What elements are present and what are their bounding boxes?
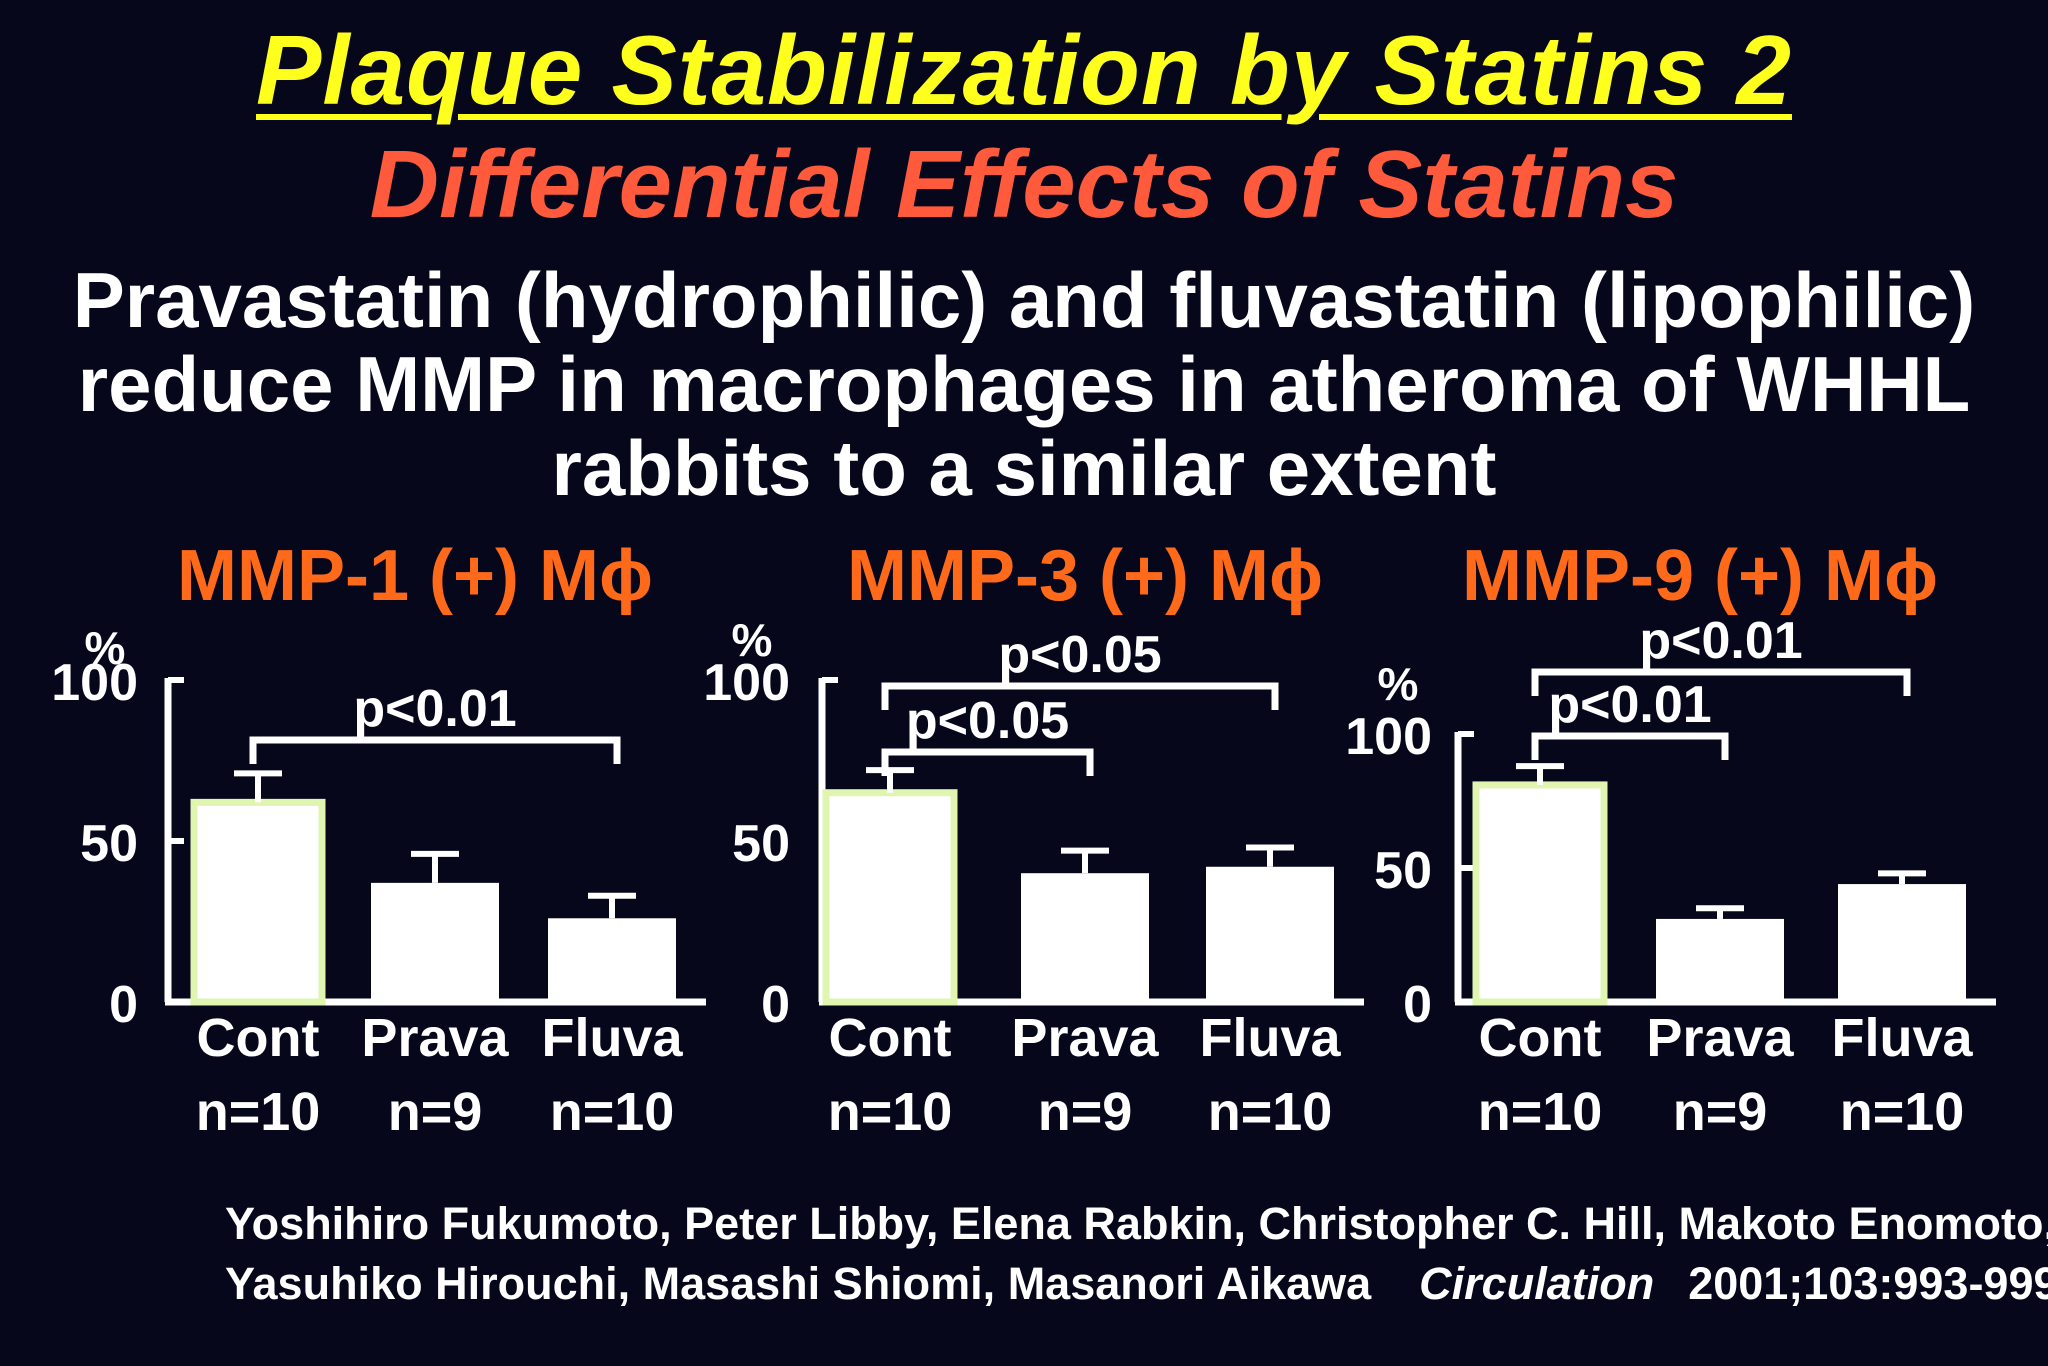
sample-size-label: n=10 [1840,1082,1965,1142]
sample-size-label: n=10 [196,1082,321,1142]
bar-fluva [1206,866,1334,1002]
panel-title: MMP-3 (+) Mϕ [847,536,1323,616]
citation-journal: Circulation [1419,1258,1655,1309]
x-tick-label: Cont [197,1008,320,1068]
x-tick-label: Fluva [541,1008,683,1068]
panel-title: MMP-1 (+) Mϕ [177,536,653,616]
y-tick-label: 100 [703,654,790,712]
bar-fluva [548,918,676,1002]
x-tick-label: Prava [1646,1008,1794,1068]
bar-prava [1021,873,1149,1002]
sample-size-label: n=9 [1673,1082,1768,1142]
significance-bracket [1531,732,1729,760]
statement-line: Pravastatin (hydrophilic) and fluvastati… [72,256,1976,344]
y-tick-label: 100 [51,654,138,712]
sample-size-label: n=9 [388,1082,483,1142]
sample-size-label: n=10 [1478,1082,1603,1142]
x-tick-label: Fluva [1831,1008,1973,1068]
citation-line-2: Yasuhiko Hirouchi, Masashi Shiomi, Masan… [225,1254,2048,1314]
y-tick-label: 0 [109,976,138,1034]
x-tick-label: Prava [361,1008,509,1068]
citation: Yoshihiro Fukumoto, Peter Libby, Elena R… [225,1194,2048,1314]
bar-prava [371,882,499,1002]
significance-bracket [1531,668,1911,696]
significance-bracket [249,736,621,764]
bar-fluva [1838,884,1966,1002]
slide-statement: Pravastatin (hydrophilic) and fluvastati… [0,258,2048,510]
y-tick-label: 0 [761,976,790,1034]
citation-line-1: Yoshihiro Fukumoto, Peter Libby, Elena R… [225,1198,2048,1249]
y-tick-label: 50 [80,815,138,873]
y-tick-label: 50 [732,815,790,873]
x-tick-label: Cont [1479,1008,1602,1068]
bar-cont [190,798,326,1006]
sample-size-label: n=10 [550,1082,675,1142]
slide-subtitle: Differential Effects of Statins [369,131,1679,238]
significance-bracket [881,748,1094,776]
x-tick-label: Cont [829,1008,952,1068]
y-tick-label: 0 [1403,976,1432,1034]
citation-authors: Yasuhiko Hirouchi, Masashi Shiomi, Masan… [225,1258,1372,1309]
p-value-label: p<0.05 [998,626,1161,684]
p-value-label: p<0.01 [353,680,516,738]
bar-prava [1656,918,1784,1002]
y-tick-label: 50 [1374,842,1432,900]
y-tick-label: 100 [1345,708,1432,766]
sample-size-label: n=10 [828,1082,953,1142]
y-axis-unit: % [85,622,126,674]
citation-reference: 2001;103:993-999 [1688,1258,2048,1309]
x-tick-label: Prava [1011,1008,1159,1068]
p-value-label: p<0.01 [1639,612,1802,670]
sample-size-label: n=10 [1208,1082,1333,1142]
panel-title: MMP-9 (+) Mϕ [1462,536,1938,616]
x-tick-label: Fluva [1199,1008,1341,1068]
p-value-label: p<0.05 [906,692,1069,750]
statement-line: reduce MMP in macrophages in atheroma of… [77,340,1971,428]
p-value-label: p<0.01 [1548,676,1711,734]
statement-line: rabbits to a similar extent [551,424,1497,512]
sample-size-label: n=9 [1038,1082,1133,1142]
significance-bracket [881,682,1279,710]
y-axis-unit: % [1378,658,1419,710]
slide-title: Plaque Stabilization by Statins 2 [256,15,1792,125]
y-axis-unit: % [732,614,773,666]
bar-cont [822,789,958,1006]
bar-cont [1472,781,1608,1006]
